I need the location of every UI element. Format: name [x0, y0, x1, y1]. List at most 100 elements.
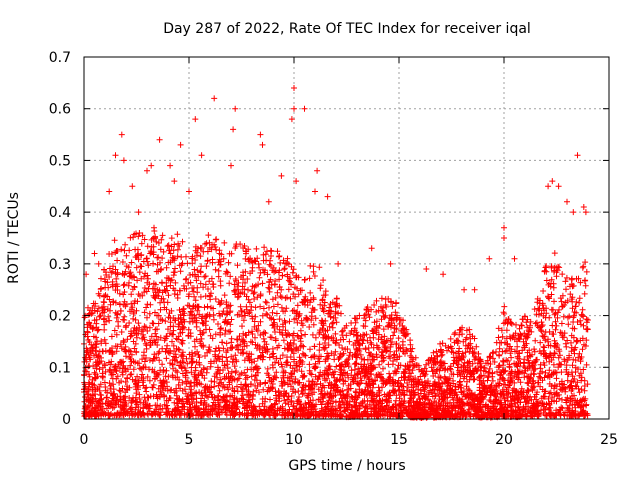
data-point: [318, 388, 325, 394]
data-point: [192, 297, 199, 304]
data-point: [289, 409, 296, 416]
data-point: [319, 398, 326, 405]
data-point: [203, 263, 210, 270]
data-point: [382, 302, 389, 308]
data-point: [338, 310, 344, 317]
data-point: [120, 412, 127, 419]
data-point: [150, 381, 157, 388]
data-point: [511, 392, 518, 399]
data-point: [216, 256, 223, 263]
data-point: [201, 273, 208, 280]
data-point: [228, 250, 235, 257]
data-point: [113, 314, 120, 321]
data-point: [354, 411, 361, 418]
data-point: [236, 311, 242, 318]
data-point: [158, 266, 165, 272]
data-point: [222, 393, 229, 400]
data-point: [393, 392, 400, 399]
data-point: [282, 407, 289, 414]
data-point: [197, 244, 204, 251]
data-point: [319, 384, 326, 391]
data-point: [224, 269, 231, 276]
data-point: [270, 364, 276, 371]
data-point: [190, 288, 197, 295]
data-point: [320, 292, 327, 299]
data-point: [460, 338, 467, 345]
data-point: [112, 309, 119, 316]
data-point: [276, 316, 283, 323]
data-point: [85, 337, 92, 343]
data-point: [330, 315, 337, 321]
data-point: [503, 390, 510, 397]
data-point: [496, 351, 502, 358]
data-point: [195, 352, 202, 358]
data-point: [423, 379, 429, 386]
data-point: [376, 361, 383, 368]
data-point: [357, 402, 364, 409]
data-point: [245, 310, 252, 317]
data-point: [339, 352, 346, 358]
data-point: [261, 244, 268, 251]
data-point: [460, 400, 467, 407]
data-point: [179, 308, 186, 315]
data-point: [280, 368, 287, 375]
data-point: [539, 300, 546, 307]
data-point: [316, 331, 323, 337]
data-point: [579, 312, 586, 319]
data-point: [130, 411, 137, 418]
data-point: [561, 302, 568, 308]
data-point: [242, 255, 249, 262]
data-point: [157, 299, 164, 306]
data-point: [118, 329, 125, 335]
data-point: [375, 389, 382, 396]
data-point: [432, 381, 439, 388]
data-point: [428, 364, 435, 371]
data-point: [191, 373, 198, 380]
data-point: [307, 370, 314, 377]
data-point: [243, 386, 250, 393]
data-point: [221, 239, 228, 246]
data-point: [104, 394, 110, 401]
data-point: [417, 387, 424, 394]
data-point: [250, 408, 257, 415]
data-point: [150, 260, 157, 267]
data-point: [126, 320, 133, 326]
data-point: [481, 372, 487, 379]
data-point: [378, 316, 385, 323]
data-point: [171, 269, 178, 276]
data-point: [255, 322, 262, 329]
data-point: [234, 383, 240, 390]
data-point: [505, 316, 512, 323]
data-point: [197, 340, 204, 347]
data-point: [542, 264, 549, 271]
data-point: [89, 345, 96, 352]
data-point: [295, 398, 302, 405]
data-point: [512, 408, 519, 415]
data-point: [121, 298, 128, 305]
data-point: [212, 331, 219, 338]
data-point: [540, 351, 547, 357]
data-point: [352, 351, 358, 358]
data-point: [225, 259, 232, 266]
data-point: [559, 303, 566, 310]
data-point: [564, 337, 571, 344]
data-point: [410, 392, 417, 398]
data-point: [304, 297, 311, 304]
data-point: [235, 293, 242, 300]
data-point: [152, 402, 159, 409]
data-point: [159, 361, 166, 368]
data-point: [572, 357, 579, 364]
data-point: [385, 392, 392, 399]
data-point: [417, 373, 424, 380]
data-point: [168, 386, 175, 393]
data-point: [311, 273, 318, 279]
data-point: [454, 364, 461, 371]
data-point: [571, 392, 577, 399]
data-point: [243, 248, 250, 255]
data-point: [170, 285, 177, 292]
data-point: [386, 370, 393, 377]
data-point: [353, 347, 360, 353]
data-point: [178, 353, 185, 360]
data-point: [316, 373, 323, 380]
data-point: [554, 309, 561, 316]
